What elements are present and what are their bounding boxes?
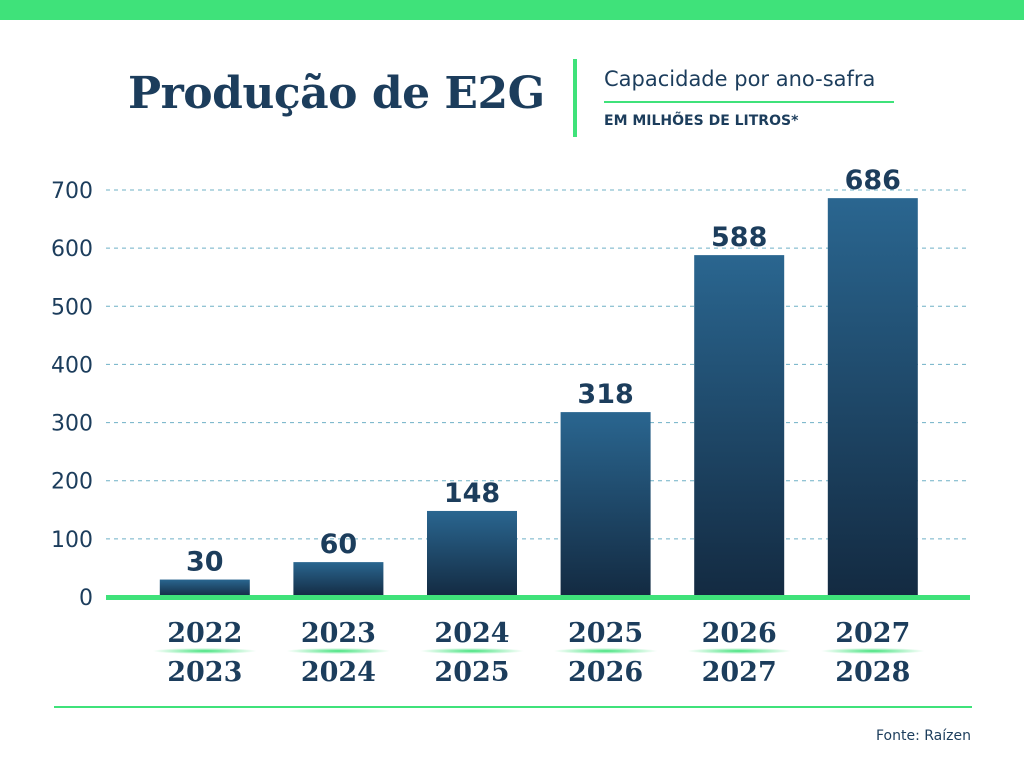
subtitle-underline	[604, 101, 894, 103]
bar	[427, 510, 517, 597]
x-tick-separator	[286, 648, 391, 654]
bar	[293, 562, 384, 597]
bar	[694, 255, 785, 597]
x-tick-label-end: 2025	[434, 657, 509, 688]
bar-value-label: 30	[186, 547, 224, 578]
x-tick-label-end: 2026	[568, 657, 643, 688]
x-tick-separator	[687, 648, 792, 654]
x-tick-label-end: 2028	[835, 657, 910, 688]
bar-value-label: 318	[577, 379, 633, 410]
x-tick-separator	[820, 648, 925, 654]
x-tick-separator	[420, 648, 524, 654]
y-tick-label: 600	[51, 237, 93, 262]
chart-subtitle: Capacidade por ano-safra	[604, 67, 876, 91]
x-tick-label-start: 2022	[167, 618, 242, 649]
y-tick-label: 400	[51, 353, 93, 378]
y-tick-label: 300	[51, 412, 93, 437]
unit-label: EM MILHÕES DE LITROS*	[604, 113, 799, 129]
bar-value-label: 686	[845, 165, 901, 196]
bar	[159, 579, 250, 597]
chart-title: Produção de E2G	[128, 68, 545, 119]
bar-value-label: 148	[444, 478, 500, 509]
x-tick-label-start: 2025	[568, 618, 643, 649]
y-tick-label: 0	[79, 586, 93, 611]
x-tick-label-end: 2023	[167, 657, 242, 688]
bar-value-label: 588	[711, 222, 767, 253]
x-tick-label-start: 2026	[702, 618, 777, 649]
y-tick-label: 100	[51, 528, 93, 553]
bar	[560, 412, 651, 597]
bar	[827, 198, 918, 597]
bar-value-label: 60	[320, 529, 358, 560]
x-tick-label-start: 2024	[434, 618, 509, 649]
x-tick-separator	[152, 648, 257, 654]
y-tick-label: 700	[51, 179, 93, 204]
x-tick-label-end: 2024	[301, 657, 376, 688]
top-accent-bar	[0, 0, 1024, 20]
x-tick-label-end: 2027	[702, 657, 777, 688]
x-tick-label-start: 2023	[301, 618, 376, 649]
footer-rule	[54, 706, 972, 708]
title-divider	[573, 59, 577, 137]
x-tick-separator	[553, 648, 658, 654]
x-tick-label-start: 2027	[835, 618, 910, 649]
y-tick-label: 500	[51, 295, 93, 320]
x-axis-baseline	[106, 595, 970, 600]
source-note: Fonte: Raízen	[876, 728, 971, 744]
y-tick-label: 200	[51, 470, 93, 495]
